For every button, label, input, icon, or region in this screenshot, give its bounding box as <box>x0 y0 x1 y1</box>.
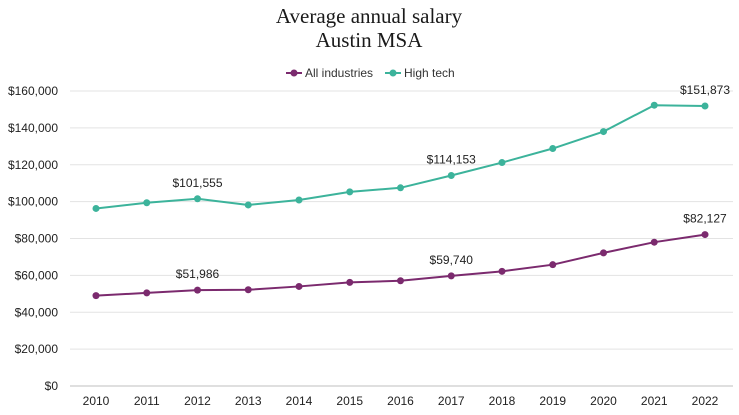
data-point-all-industries <box>194 286 201 294</box>
data-label-all-industries: $82,127 <box>683 212 727 226</box>
data-labels: $51,986 $59,740 $82,127 $101,555 $114,153 $15… <box>172 83 730 281</box>
data-point-high-tech <box>92 204 100 212</box>
data-point-high-tech <box>549 145 557 153</box>
data-label-high-tech: $114,153 <box>427 153 476 167</box>
data-point-high-tech <box>244 201 252 209</box>
legend-marker-dot-high-tech <box>389 69 397 77</box>
x-tick-label: 2012 <box>184 394 211 408</box>
data-point-high-tech <box>397 184 404 192</box>
x-tick-label: 2022 <box>692 394 719 408</box>
y-axis-ticks: $0 $20,000 $40,000 $60,000 $80,000 $100,000 $1… <box>8 84 58 393</box>
y-tick-label: $160,000 <box>8 84 58 98</box>
legend-label-high-tech: High tech <box>404 66 455 80</box>
data-label-all-industries: $51,986 <box>176 267 220 281</box>
y-tick-label: $20,000 <box>15 342 59 356</box>
y-tick-label: $80,000 <box>15 232 59 246</box>
data-point-high-tech <box>447 172 455 180</box>
data-point-all-industries <box>295 282 303 290</box>
legend-label-all-industries: All industries <box>305 66 373 80</box>
x-axis-ticks: 2010 2011 2012 2013 2014 2015 2016 2017 2018 2019… <box>83 394 719 408</box>
data-point-high-tech <box>346 188 354 196</box>
y-tick-label: $40,000 <box>15 305 59 319</box>
x-tick-label: 2010 <box>83 394 110 408</box>
data-point-high-tech <box>650 101 658 109</box>
x-tick-label: 2015 <box>336 394 363 408</box>
data-point-high-tech <box>143 199 151 207</box>
legend-marker-dot-all-industries <box>290 69 298 77</box>
x-tick-label: 2020 <box>590 394 617 408</box>
x-tick-label: 2019 <box>539 394 566 408</box>
data-point-high-tech <box>194 195 201 203</box>
chart-title: Average annual salary <box>276 4 463 28</box>
data-point-all-industries <box>498 267 506 275</box>
gridlines <box>70 90 733 387</box>
data-point-high-tech <box>600 128 607 136</box>
x-tick-label: 2021 <box>641 394 668 408</box>
data-point-all-industries <box>244 286 252 294</box>
data-point-all-industries <box>600 249 607 257</box>
series-line-high-tech <box>95 104 706 210</box>
data-label-high-tech: $151,873 <box>680 83 730 97</box>
x-tick-label: 2018 <box>489 394 516 408</box>
y-tick-label: $120,000 <box>8 158 58 172</box>
data-point-all-industries <box>549 261 557 269</box>
y-tick-label: $0 <box>45 379 59 393</box>
data-point-high-tech <box>701 102 709 110</box>
data-point-all-industries <box>701 231 709 239</box>
data-point-high-tech <box>498 159 506 167</box>
y-tick-label: $140,000 <box>8 121 58 135</box>
x-tick-label: 2011 <box>134 394 160 408</box>
series-line-all-industries <box>95 233 706 297</box>
data-point-all-industries <box>397 277 404 285</box>
data-label-all-industries: $59,740 <box>430 253 474 267</box>
y-tick-label: $60,000 <box>15 268 59 282</box>
x-tick-label: 2016 <box>387 394 414 408</box>
series-layer <box>92 101 709 300</box>
x-tick-label: 2013 <box>235 394 262 408</box>
data-point-high-tech <box>295 196 303 204</box>
x-tick-label: 2014 <box>286 394 313 408</box>
legend: All industries High tech <box>286 66 455 80</box>
x-tick-label: 2017 <box>438 394 465 408</box>
data-label-high-tech: $101,555 <box>172 176 222 190</box>
chart-subtitle: Austin MSA <box>316 28 424 52</box>
data-point-all-industries <box>447 272 455 280</box>
data-point-all-industries <box>650 238 658 246</box>
data-point-all-industries <box>143 289 151 297</box>
data-point-all-industries <box>92 292 100 300</box>
y-tick-label: $100,000 <box>8 195 58 209</box>
data-point-all-industries <box>346 278 354 286</box>
